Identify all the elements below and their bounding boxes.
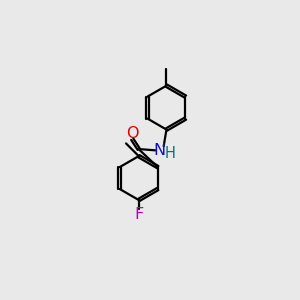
Text: N: N bbox=[154, 143, 166, 158]
Text: F: F bbox=[134, 207, 143, 222]
Text: O: O bbox=[126, 126, 139, 141]
Text: H: H bbox=[164, 146, 175, 160]
